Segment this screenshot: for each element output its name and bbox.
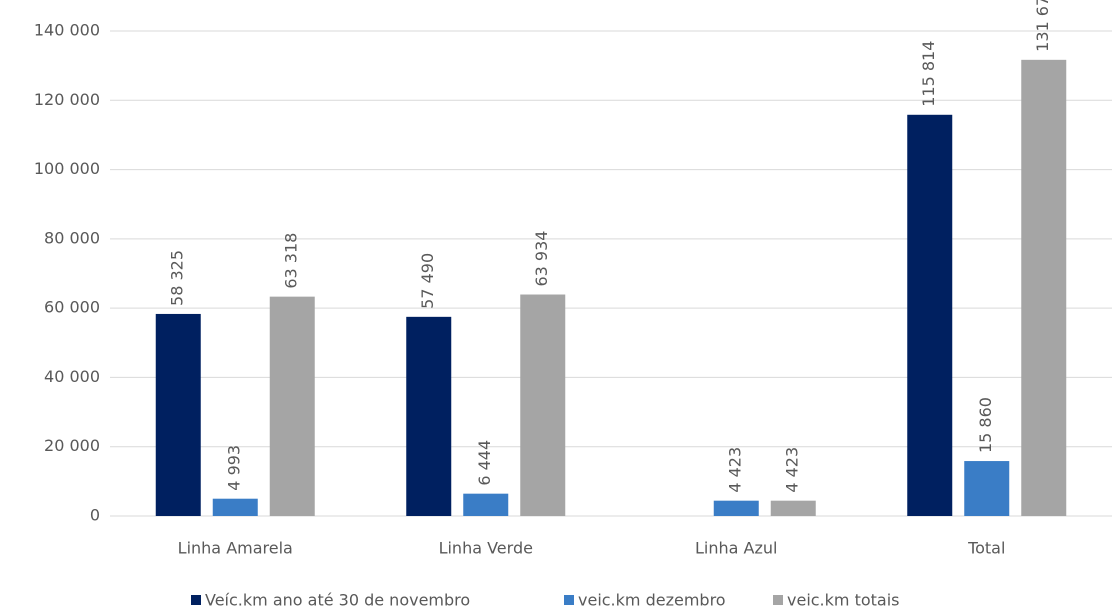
legend-label: veic.km dezembro [578,591,726,610]
y-tick-label: 80 000 [44,228,100,247]
bar [155,313,201,516]
bar [212,498,258,516]
legend-label: Veíc.km ano até 30 de novembro [205,591,470,610]
value-label: 131 675 [1033,0,1052,52]
value-label: 15 860 [976,397,995,453]
bar [269,296,315,516]
x-tick-label: Total [967,539,1005,558]
legend-swatch [773,595,783,605]
y-tick-label: 60 000 [44,298,100,317]
value-label: 4 423 [783,447,802,493]
x-tick-label: Linha Verde [439,539,533,558]
y-tick-label: 100 000 [34,159,100,178]
value-label: 57 490 [418,253,437,309]
legend-swatch [564,595,574,605]
bar [713,500,759,516]
value-label: 63 934 [532,231,551,287]
value-label: 58 325 [168,250,187,306]
bar [907,114,953,516]
bar [964,461,1010,516]
value-label: 4 423 [726,447,745,493]
y-tick-label: 20 000 [44,436,100,455]
value-label: 63 318 [282,233,301,289]
bar [463,493,509,516]
bar [770,500,816,516]
x-tick-label: Linha Amarela [178,539,293,558]
bar [1021,59,1067,516]
legend-swatch [191,595,201,605]
y-tick-label: 140 000 [34,21,100,40]
x-tick-label: Linha Azul [695,539,777,558]
value-label: 6 444 [475,440,494,486]
value-label: 115 814 [919,41,938,107]
bar [406,316,452,516]
y-tick-label: 40 000 [44,367,100,386]
bar [520,294,566,516]
y-tick-label: 0 [90,506,100,525]
y-tick-label: 120 000 [34,90,100,109]
legend-label: veic.km totais [787,591,900,610]
value-label: 4 993 [225,445,244,491]
